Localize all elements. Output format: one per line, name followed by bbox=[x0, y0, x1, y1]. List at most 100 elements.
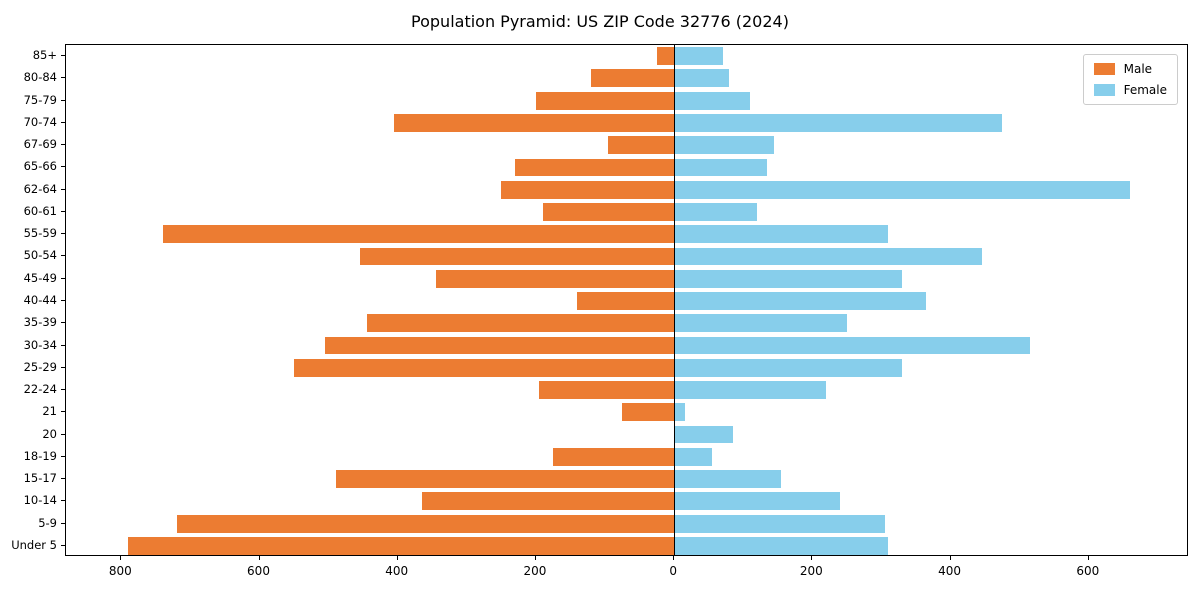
plot-area: Male Female bbox=[65, 44, 1188, 556]
female-bar-70-74 bbox=[674, 114, 1003, 132]
male-bar-65-66 bbox=[515, 158, 675, 177]
female-bar-85+ bbox=[674, 47, 723, 66]
y-tick-label: 67-69 bbox=[23, 137, 57, 152]
female-bar-75-79 bbox=[674, 91, 751, 110]
female-bar-10-14 bbox=[674, 492, 840, 511]
female-bar-5-9 bbox=[674, 514, 885, 533]
y-tick-label: 55-59 bbox=[23, 226, 57, 241]
female-bar-35-39 bbox=[674, 314, 847, 333]
male-bar-45-49 bbox=[435, 269, 675, 288]
male-bar-5-9 bbox=[176, 514, 675, 533]
y-tick-mark bbox=[61, 166, 65, 168]
y-tick-label: 21 bbox=[42, 404, 57, 419]
y-tick-mark bbox=[61, 322, 65, 324]
y-tick-label: 30-34 bbox=[23, 337, 57, 352]
y-tick-mark bbox=[61, 478, 65, 480]
y-tick-mark bbox=[61, 544, 65, 546]
y-tick-label: 75-79 bbox=[23, 92, 57, 107]
female-bar-62-64 bbox=[674, 180, 1131, 199]
y-tick-mark bbox=[61, 77, 65, 79]
male-bar-80-84 bbox=[591, 69, 675, 88]
female-bar-22-24 bbox=[674, 381, 827, 399]
y-tick-label: 5-9 bbox=[38, 515, 57, 530]
x-tick-mark bbox=[673, 556, 675, 560]
x-tick-mark bbox=[534, 556, 536, 560]
legend: Male Female bbox=[1082, 54, 1178, 105]
male-bar-under-5 bbox=[128, 536, 675, 555]
y-tick-mark bbox=[61, 233, 65, 235]
y-tick-mark bbox=[61, 366, 65, 368]
male-bar-15-17 bbox=[335, 470, 675, 488]
x-tick-mark bbox=[258, 556, 260, 560]
y-tick-mark bbox=[61, 121, 65, 123]
x-tick-mark bbox=[949, 556, 951, 560]
y-tick-mark bbox=[61, 455, 65, 457]
male-bar-22-24 bbox=[539, 381, 675, 399]
female-bar-40-44 bbox=[674, 292, 927, 310]
male-bar-60-61 bbox=[542, 203, 675, 221]
y-tick-label: 45-49 bbox=[23, 270, 57, 285]
male-bar-25-29 bbox=[294, 358, 675, 377]
y-tick-label: 80-84 bbox=[23, 70, 57, 85]
y-tick-mark bbox=[61, 99, 65, 101]
male-bar-40-44 bbox=[577, 292, 675, 310]
legend-entry-male: Male bbox=[1093, 62, 1167, 76]
x-tick-label: 800 bbox=[108, 564, 132, 578]
y-tick-mark bbox=[61, 300, 65, 301]
y-tick-label: Under 5 bbox=[11, 537, 57, 552]
male-color-swatch bbox=[1093, 63, 1115, 75]
x-tick-label: 400 bbox=[385, 564, 409, 578]
female-bar-20 bbox=[674, 425, 733, 444]
x-tick-label: 600 bbox=[1076, 564, 1100, 578]
male-bar-62-64 bbox=[501, 180, 675, 199]
y-tick-label: 25-29 bbox=[23, 359, 57, 374]
male-bar-10-14 bbox=[421, 492, 675, 511]
female-bar-under-5 bbox=[674, 536, 889, 555]
y-tick-mark bbox=[61, 433, 65, 435]
male-bar-30-34 bbox=[325, 336, 675, 355]
x-tick-mark bbox=[1087, 556, 1089, 560]
y-tick-label: 50-54 bbox=[23, 248, 57, 263]
male-bar-70-74 bbox=[394, 114, 675, 132]
y-tick-mark bbox=[61, 144, 65, 146]
x-tick-mark bbox=[811, 556, 813, 560]
y-tick-label: 35-39 bbox=[23, 315, 57, 330]
zero-axis-line bbox=[673, 45, 675, 555]
female-bar-45-49 bbox=[674, 269, 903, 288]
y-tick-mark bbox=[61, 389, 65, 391]
y-tick-label: 62-64 bbox=[23, 181, 57, 196]
x-tick-mark bbox=[120, 556, 122, 560]
x-tick-label: 600 bbox=[247, 564, 270, 578]
y-tick-mark bbox=[61, 411, 65, 413]
bars-layer bbox=[66, 45, 1187, 555]
male-bar-18-19 bbox=[553, 447, 675, 466]
female-bar-55-59 bbox=[674, 225, 889, 244]
female-bar-65-66 bbox=[674, 158, 768, 177]
x-tick-label: 200 bbox=[799, 564, 823, 578]
y-tick-mark bbox=[61, 522, 65, 524]
male-bar-35-39 bbox=[366, 314, 675, 333]
y-tick-label: 60-61 bbox=[23, 203, 57, 218]
y-tick-label: 22-24 bbox=[23, 382, 57, 397]
chart-title: Population Pyramid: US ZIP Code 32776 (2… bbox=[411, 12, 789, 31]
x-tick-mark bbox=[396, 556, 398, 560]
x-tick-label: 0 bbox=[669, 564, 677, 578]
female-bar-18-19 bbox=[674, 447, 713, 466]
female-bar-80-84 bbox=[674, 69, 730, 88]
female-bar-21 bbox=[674, 403, 685, 422]
y-tick-label: 15-17 bbox=[23, 471, 57, 486]
female-bar-30-34 bbox=[674, 336, 1031, 355]
y-tick-label: 18-19 bbox=[23, 448, 57, 463]
female-bar-60-61 bbox=[674, 203, 758, 221]
y-tick-mark bbox=[61, 277, 65, 279]
male-bar-50-54 bbox=[359, 247, 675, 266]
y-tick-mark bbox=[61, 188, 65, 190]
y-tick-label: 20 bbox=[42, 426, 57, 441]
male-bar-21 bbox=[622, 403, 675, 422]
male-bar-75-79 bbox=[535, 91, 675, 110]
legend-entry-female: Female bbox=[1093, 83, 1167, 97]
legend-label-female: Female bbox=[1123, 83, 1167, 97]
female-color-swatch bbox=[1093, 84, 1115, 96]
x-tick-label: 200 bbox=[523, 564, 547, 578]
y-tick-mark bbox=[61, 344, 65, 346]
